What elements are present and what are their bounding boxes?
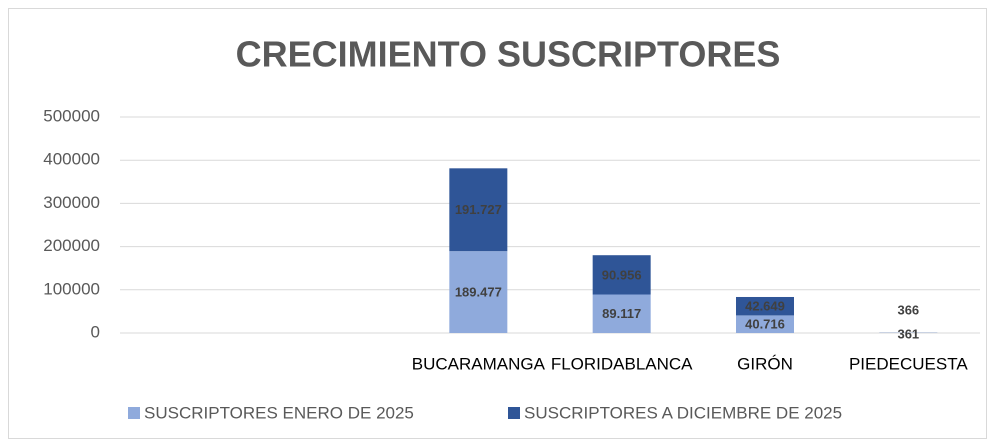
data-label: 366 bbox=[897, 302, 919, 317]
data-label: 191.727 bbox=[455, 202, 502, 217]
bar-segment bbox=[449, 168, 508, 252]
y-tick-label: 300000 bbox=[43, 193, 100, 212]
data-label: 361 bbox=[897, 326, 919, 341]
y-tick-label: 0 bbox=[91, 322, 100, 341]
y-tick-label: 400000 bbox=[43, 150, 100, 169]
x-tick-label: PIEDECUESTA bbox=[849, 354, 968, 373]
bar-segment bbox=[592, 255, 651, 295]
chart-title: CRECIMIENTO SUSCRIPTORES bbox=[236, 34, 781, 75]
data-label: 89.117 bbox=[602, 306, 641, 321]
x-tick-label: FLORIDABLANCA bbox=[551, 354, 693, 373]
bar-segment bbox=[449, 251, 508, 333]
x-tick-label: GIRÓN bbox=[737, 354, 793, 373]
legend-swatch bbox=[128, 407, 140, 419]
bar-segment bbox=[736, 315, 794, 333]
y-tick-label: 500000 bbox=[43, 106, 100, 125]
x-tick-label: BUCARAMANGA bbox=[412, 354, 546, 373]
bar-segment bbox=[592, 294, 651, 333]
data-label: 90.956 bbox=[602, 267, 642, 282]
legend-label: SUSCRIPTORES ENERO DE 2025 bbox=[144, 403, 414, 422]
y-tick-label: 100000 bbox=[43, 279, 100, 298]
y-tick-label: 200000 bbox=[43, 236, 100, 255]
data-label: 42.649 bbox=[745, 299, 785, 314]
legend-swatch bbox=[508, 407, 520, 419]
data-label: 40.716 bbox=[745, 317, 785, 332]
legend-label: SUSCRIPTORES A DICIEMBRE DE 2025 bbox=[524, 403, 842, 422]
bar-segment bbox=[736, 296, 794, 316]
data-label: 189.477 bbox=[455, 285, 502, 300]
